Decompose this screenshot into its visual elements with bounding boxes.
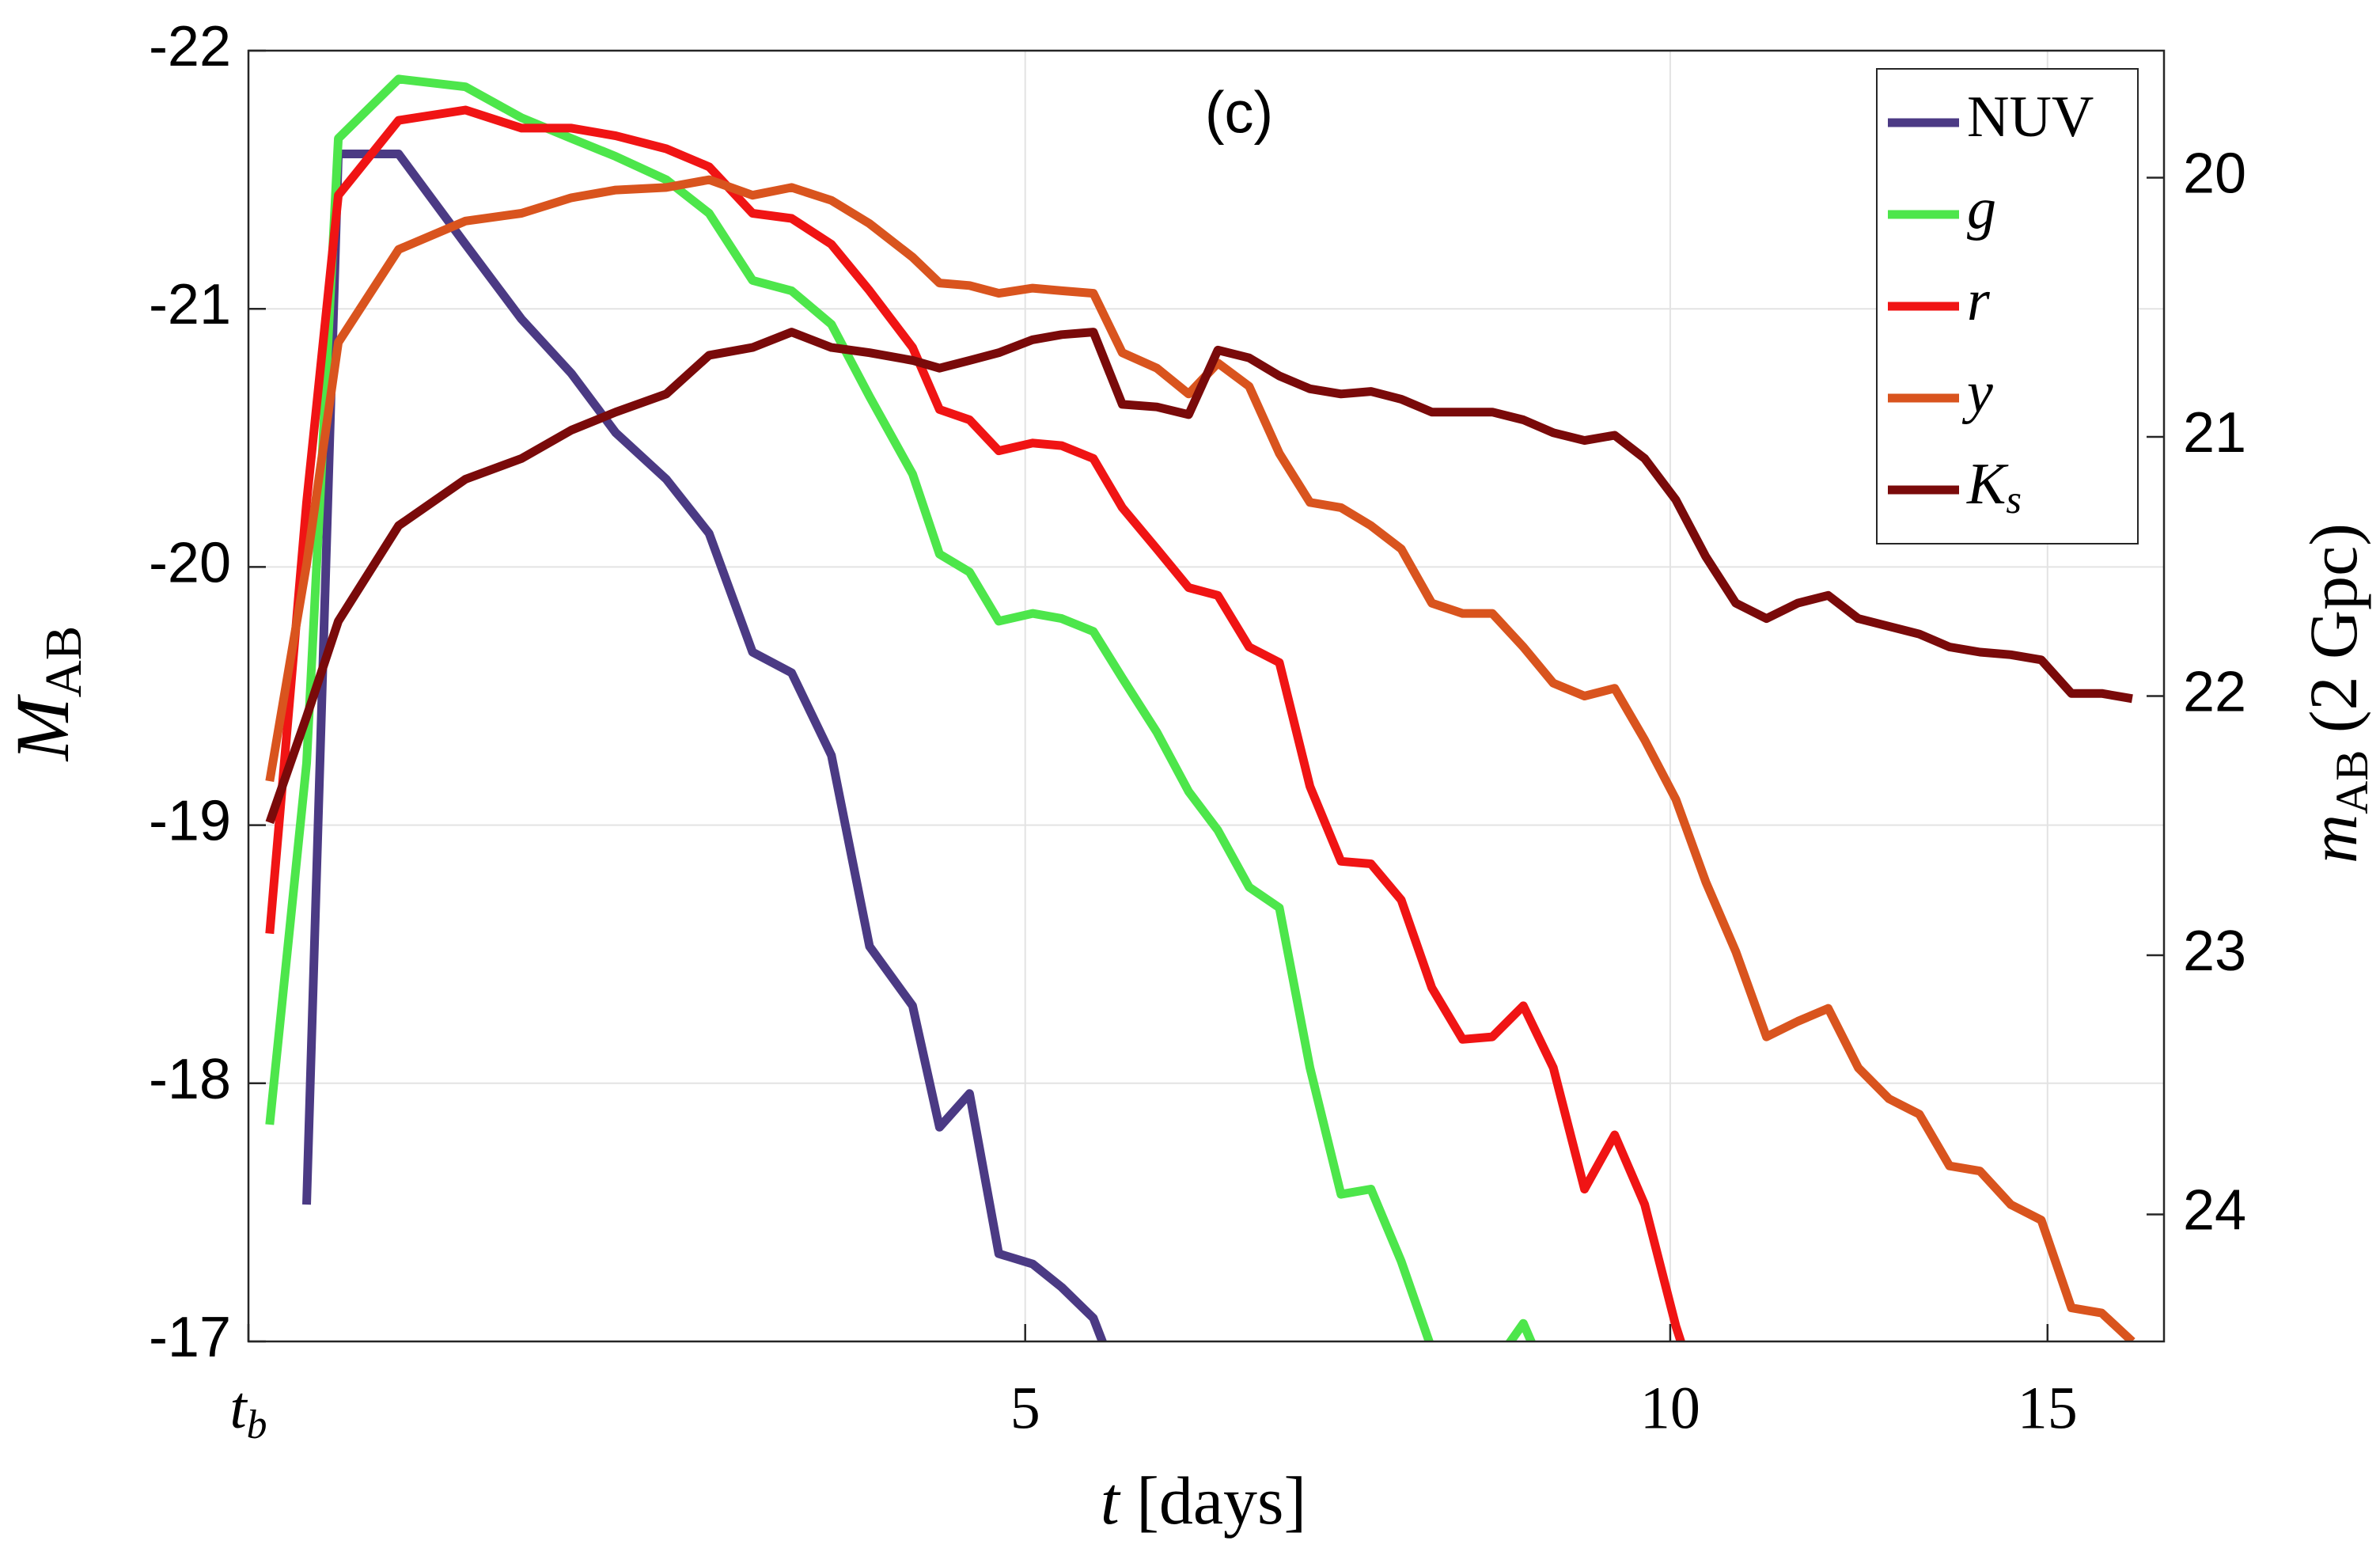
legend-label: g [1967,176,1996,241]
x-tick-label: 15 [2018,1375,2078,1441]
series-line [265,328,2133,825]
legend-label: NUV [1967,85,2094,150]
y-tick-label: -18 [149,1048,231,1111]
y2-axis-label: mAB (2 Gpc) [2295,523,2378,863]
y2-tick-label: 20 [2183,142,2246,205]
y2-tick-label: 23 [2183,920,2246,983]
x-tick-label: tb [230,1375,267,1447]
x-tick-label: 10 [1640,1375,1700,1441]
y-tick-label: -22 [149,15,231,78]
y-tick-label: -20 [149,531,231,594]
axes: tb 5 10 15 -22 -21 -20 -19 -18 -17 20 21 22 23 24 [149,15,2246,1447]
series-line [265,105,1686,1341]
y-axis-label: MAB [0,626,93,763]
x-axis-label: t [days] [1101,1463,1306,1539]
chart-title: (c) [1205,80,1273,146]
y-tick-label: -17 [149,1306,231,1369]
legend-label: Ks [1966,452,2022,522]
y2-tick-label: 22 [2183,661,2246,724]
series-line [302,150,1108,1341]
x-tick-label: 5 [1010,1375,1040,1441]
series-line [265,175,2136,1341]
legend-label: y [1961,360,1993,425]
plot-lines [265,74,2136,1341]
legend-label: r [1967,268,1991,333]
y2-tick-label: 24 [2183,1179,2246,1243]
y2-tick-label: 21 [2183,401,2246,465]
series-line [265,74,1537,1341]
y-tick-label: -21 [149,273,231,336]
y-tick-label: -19 [149,790,231,853]
legend: NUV gry Ks [1876,68,2139,544]
